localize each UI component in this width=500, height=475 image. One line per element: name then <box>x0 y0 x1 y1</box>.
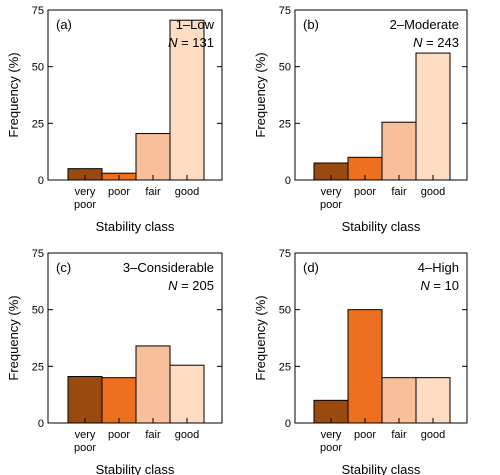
x-tick-label: poor <box>354 429 376 441</box>
sample-size-label: N = 131 <box>168 35 214 50</box>
y-tick-label: 75 <box>279 5 291 17</box>
panel-4: 0 25 50 75 very poor poor fair good Stability cla… <box>253 248 468 475</box>
y-axis-label: Frequency (%) <box>253 52 268 137</box>
y-tick-label: 75 <box>32 248 44 260</box>
y-tick-label: 50 <box>279 62 291 74</box>
bar-good <box>415 377 451 424</box>
y-tick-label: 25 <box>279 118 291 130</box>
y-tick-label: 25 <box>32 118 44 130</box>
danger-level-label: 1–Low <box>176 17 215 32</box>
x-axis-label: Stability class <box>96 219 175 234</box>
y-tick-label: 0 <box>285 175 291 187</box>
bar-good <box>169 364 205 424</box>
plot-frame <box>47 252 223 424</box>
x-axis-label: Stability class <box>342 219 421 234</box>
bar-poor <box>347 309 383 424</box>
x-tick-label: fair <box>145 429 161 441</box>
y-tick-label: 75 <box>32 5 44 17</box>
panel-3: 0 25 50 75 very poor poor fair good Stability cla… <box>6 248 223 475</box>
y-tick-label: 25 <box>279 361 291 373</box>
y-axis-label: Frequency (%) <box>6 52 21 137</box>
y-tick-label: 25 <box>32 361 44 373</box>
bar-fair <box>381 121 417 181</box>
x-tick-label: very poor <box>74 429 96 454</box>
y-tick-label: 0 <box>38 175 44 187</box>
x-axis-label: Stability class <box>342 462 421 475</box>
x-tick-label: fair <box>391 429 407 441</box>
x-tick-label: good <box>175 186 199 198</box>
plot-frame <box>294 9 468 181</box>
x-tick-label: poor <box>108 429 130 441</box>
y-tick-label: 0 <box>38 418 44 430</box>
plot-frame <box>294 252 468 424</box>
panel-1: 0 25 50 75 very poor poor fair good Stability cla… <box>6 5 223 234</box>
panel-label: (a) <box>56 17 72 32</box>
y-tick-label: 50 <box>32 62 44 74</box>
danger-level-label: 2–Moderate <box>390 17 459 32</box>
danger-level-label: 3–Considerable <box>123 260 214 275</box>
y-tick-label: 50 <box>32 305 44 317</box>
x-tick-label: good <box>175 429 199 441</box>
x-tick-label: poor <box>354 186 376 198</box>
x-tick-label: good <box>421 429 445 441</box>
y-axis-label: Frequency (%) <box>6 295 21 380</box>
y-axis-label: Frequency (%) <box>253 295 268 380</box>
x-tick-label: poor <box>108 186 130 198</box>
bar-good <box>169 19 205 181</box>
bar-fair <box>135 345 171 424</box>
plot-frame <box>47 9 223 181</box>
y-tick-label: 0 <box>285 418 291 430</box>
danger-level-label: 4–High <box>418 260 459 275</box>
x-tick-label: very poor <box>320 186 342 211</box>
x-tick-label: very poor <box>320 429 342 454</box>
x-tick-label: very poor <box>74 186 96 211</box>
panel-2: 0 25 50 75 very poor poor fair good Stability cla… <box>253 5 468 234</box>
sample-size-label: N = 10 <box>420 278 459 293</box>
bar-good <box>415 52 451 181</box>
panel-label: (d) <box>303 260 319 275</box>
x-tick-label: good <box>421 186 445 198</box>
sample-size-label: N = 243 <box>413 35 459 50</box>
y-tick-label: 75 <box>279 248 291 260</box>
bar-very-poor <box>67 376 103 424</box>
bar-fair <box>135 133 171 181</box>
sample-size-label: N = 205 <box>168 278 214 293</box>
panel-label: (b) <box>303 17 319 32</box>
y-tick-label: 50 <box>279 305 291 317</box>
x-tick-label: fair <box>145 186 161 198</box>
bar-poor <box>101 377 137 424</box>
x-axis-label: Stability class <box>96 462 175 475</box>
bar-fair <box>381 377 417 424</box>
x-tick-label: fair <box>391 186 407 198</box>
panel-label: (c) <box>56 260 71 275</box>
